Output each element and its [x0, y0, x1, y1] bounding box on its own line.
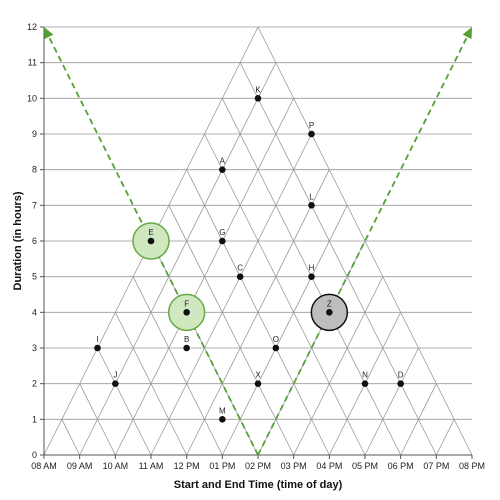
x-tick-label: 12 PM [174, 461, 200, 471]
guide-arrowhead-2 [462, 27, 472, 40]
y-tick-label: 12 [27, 22, 37, 32]
lattice-line [364, 347, 419, 456]
x-tick-label: 09 AM [67, 461, 93, 471]
x-tick-label: 08 PM [459, 461, 485, 471]
point-N [361, 380, 369, 387]
x-tick-label: 05 PM [352, 461, 378, 471]
point-label-A: A [220, 157, 226, 166]
lattice-line [97, 347, 152, 456]
point-G [219, 237, 226, 245]
point-B [183, 344, 190, 352]
guide-lines [43, 26, 473, 456]
point-E [147, 237, 155, 245]
point-label-L: L [309, 192, 314, 201]
point-M [219, 416, 226, 423]
lattice-line [79, 62, 277, 456]
y-tick-label: 7 [32, 200, 37, 210]
lattice-line [257, 26, 473, 456]
lattice-line [239, 62, 437, 456]
x-tick-label: 08 AM [31, 461, 57, 471]
lattice-line [150, 133, 312, 456]
point-label-O: O [273, 335, 279, 344]
data-points: K P A L E G C H F Z I B O J X N D M [94, 85, 404, 423]
x-tick-label: 01 PM [209, 461, 235, 471]
x-tick-label: 02 PM [245, 461, 271, 471]
point-label-H: H [309, 264, 315, 273]
x-tick-labels: 08 AM 09 AM 10 AM 11 AM 12 PM 01 PM 02 PM 03 PM… [31, 455, 485, 471]
point-label-F: F [184, 299, 189, 308]
point-K [254, 95, 262, 102]
point-X [254, 380, 262, 387]
lattice-line [114, 312, 188, 456]
point-F [183, 309, 190, 316]
x-axis-title: Start and End Time (time of day) [174, 479, 343, 491]
y-tick-label: 3 [32, 343, 37, 353]
point-label-C: C [237, 264, 243, 273]
lattice-line [168, 205, 295, 456]
point-Z [326, 309, 333, 316]
y-tick-label: 4 [32, 307, 37, 317]
point-A [219, 166, 226, 173]
lattice-line [79, 383, 116, 456]
point-D [397, 380, 404, 387]
x-tick-label: 10 AM [103, 461, 129, 471]
point-I [94, 344, 101, 352]
y-tick-label: 6 [32, 236, 37, 246]
guide-arrowhead-1 [44, 27, 54, 40]
point-label-G: G [219, 228, 225, 237]
y-tick-label: 2 [32, 379, 37, 389]
point-label-B: B [184, 335, 189, 344]
point-L [308, 202, 315, 209]
point-label-M: M [219, 406, 226, 415]
lattice-line [293, 276, 384, 456]
y-tick-label: 0 [32, 450, 37, 460]
point-J [112, 380, 119, 387]
point-label-E: E [148, 228, 153, 237]
lattice-line [132, 276, 223, 456]
lattice-line [204, 133, 366, 456]
point-label-D: D [398, 371, 404, 380]
point-label-Z: Z [327, 299, 332, 308]
y-tick-label: 8 [32, 165, 37, 175]
point-H [308, 273, 315, 280]
point-O [272, 344, 280, 352]
y-tick-label: 10 [27, 93, 37, 103]
x-tick-label: 06 PM [388, 461, 414, 471]
y-tick-label: 9 [32, 129, 37, 139]
lattice-line [221, 205, 348, 456]
point-label-I: I [96, 335, 98, 344]
lattice-line [61, 419, 81, 456]
point-label-J: J [113, 371, 117, 380]
point-label-P: P [309, 121, 314, 130]
y-tick-label: 1 [32, 414, 37, 424]
y-axis-title: Duration (in hours) [12, 191, 24, 290]
point-label-N: N [362, 371, 368, 380]
point-P [308, 130, 315, 138]
x-tick-label: 11 AM [139, 461, 164, 471]
lattice-line [186, 169, 330, 456]
lattice-line [150, 240, 259, 456]
point-label-K: K [255, 85, 261, 94]
y-tick-label: 11 [28, 58, 37, 68]
lattice-line [435, 419, 455, 456]
x-tick-label: 07 PM [423, 461, 449, 471]
point-label-X: X [255, 371, 261, 380]
x-tick-label: 03 PM [281, 461, 307, 471]
x-tick-label: 04 PM [316, 461, 342, 471]
y-tick-label: 5 [32, 272, 37, 282]
point-C [236, 273, 244, 280]
